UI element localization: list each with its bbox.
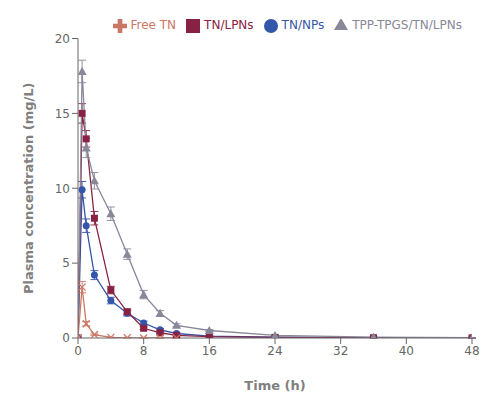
svg-text:32: 32 [333, 344, 348, 358]
svg-text:40: 40 [399, 344, 414, 358]
svg-text:16: 16 [202, 344, 217, 358]
svg-text:24: 24 [267, 344, 282, 358]
svg-text:20: 20 [55, 32, 70, 46]
svg-text:48: 48 [464, 344, 479, 358]
html-text:TN/NPs: TN/NPs [281, 18, 325, 32]
html-text:TN/LPNs: TN/LPNs [204, 18, 254, 32]
svg-text:0: 0 [62, 331, 70, 345]
svg-text:Time (h): Time (h) [244, 378, 305, 393]
svg-text:0: 0 [74, 344, 82, 358]
svg-text:15: 15 [55, 107, 70, 121]
svg-text:Plasma concentration (mg/L): Plasma concentration (mg/L) [21, 82, 36, 294]
svg-text:5: 5 [62, 256, 70, 270]
svg-text:8: 8 [140, 344, 148, 358]
html-text:TPP-TPGS/TN/LPNs: TPP-TPGS/TN/LPNs [352, 18, 462, 32]
svg-text:10: 10 [55, 182, 70, 196]
html-text:Free TN: Free TN [130, 18, 177, 32]
